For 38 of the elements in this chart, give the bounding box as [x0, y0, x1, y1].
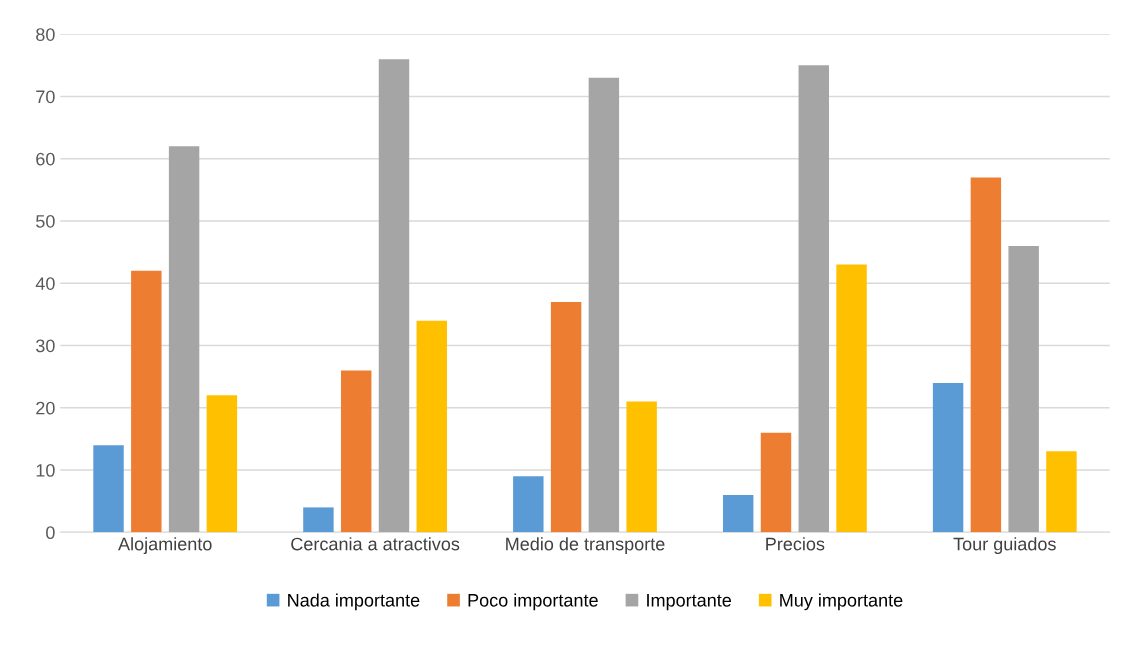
legend-label: Importante [647, 594, 732, 611]
bar [93, 445, 124, 533]
y-tick-label: 20 [36, 401, 55, 415]
y-tick-label: 80 [36, 28, 55, 41]
bar [550, 301, 582, 533]
bar [416, 320, 447, 533]
x-tick-label: Tour guiados [953, 537, 1056, 554]
bar [513, 476, 544, 533]
x-tick-label: Cercania a atractivos [291, 537, 460, 551]
bar [932, 382, 964, 533]
bar [970, 177, 1002, 533]
y-tick-label: 70 [36, 90, 55, 104]
y-tick-label: 10 [36, 463, 55, 477]
bar [760, 432, 792, 533]
bar [1046, 451, 1077, 533]
y-tick-label: 50 [36, 214, 55, 228]
bar [131, 270, 162, 533]
bar [626, 401, 657, 533]
bar [378, 59, 410, 533]
bar [836, 264, 867, 533]
x-tick-label: Precios [766, 537, 825, 551]
bar [722, 494, 754, 533]
y-tick-label: 30 [36, 339, 55, 353]
bar [303, 507, 334, 533]
legend-label: Muy importante [780, 593, 903, 611]
x-tick-label: Medio de transporte [506, 537, 665, 554]
y-tick-label: 0 [46, 526, 55, 540]
legend-label: Poco importante [468, 593, 598, 611]
bar [1008, 245, 1039, 533]
x-tick-label: Alojamiento [118, 537, 212, 554]
bar [588, 77, 620, 533]
bar [798, 65, 829, 533]
legend-label: Nada importante [288, 593, 420, 611]
bar [340, 370, 372, 533]
y-tick-label: 40 [35, 277, 55, 290]
bar [206, 395, 238, 533]
bar [168, 146, 200, 533]
y-tick-label: 60 [36, 152, 55, 166]
